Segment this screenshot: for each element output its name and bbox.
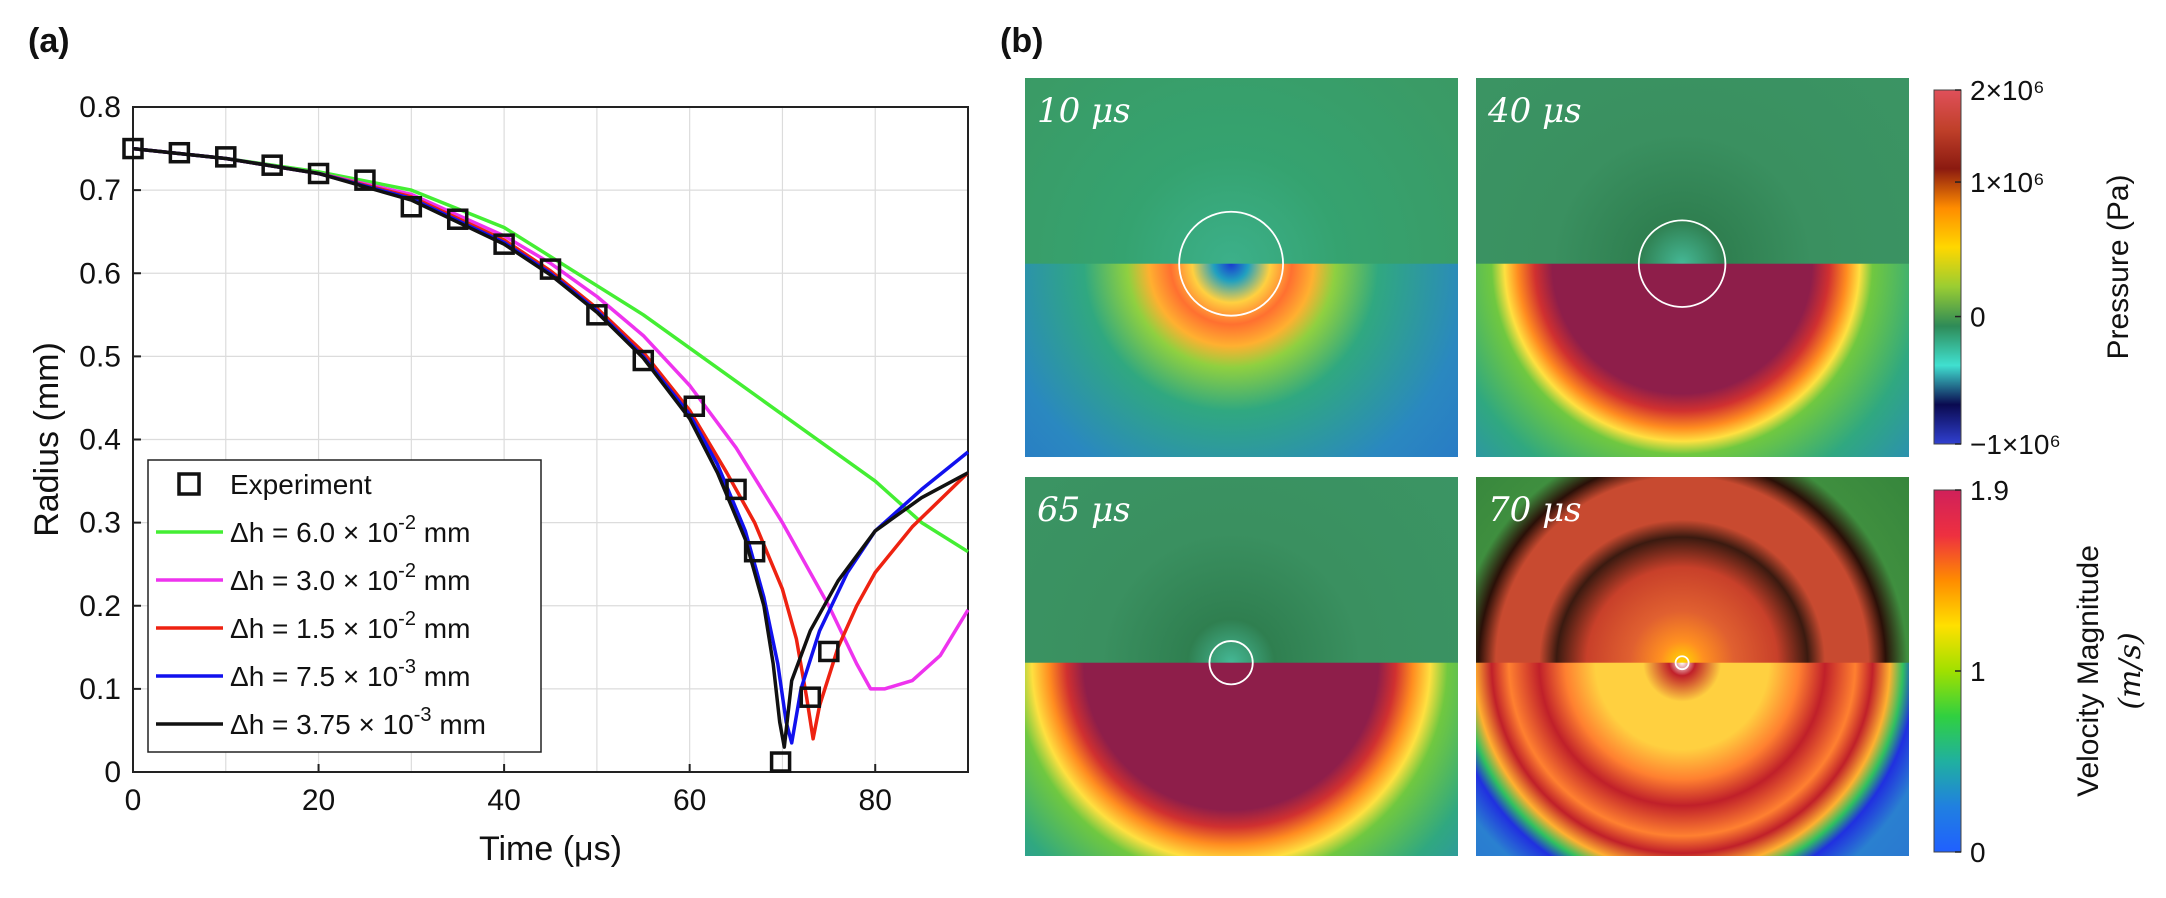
colorbar-tick-label: 0 [1970,837,1986,868]
experiment-point [493,233,515,255]
experiment-point [632,349,655,372]
y-tick-label: 0.8 [79,91,121,124]
legend-swatch [177,472,201,496]
velocity-colorbar-unit: (m/s) [2113,632,2148,709]
bubble-outline [1637,219,1727,308]
experiment-point [799,686,822,708]
time-label: 10 μs [1037,91,1131,131]
radius-time-chart: 0 20 40 60 80 0 0.1 0.2 0.3 0.4 0.5 0.6 0.7 0.8 Time … [28,91,970,868]
x-tick-label: 0 [125,784,142,817]
pressure-colorbar-label: Pressure (Pa) [2102,174,2135,359]
y-tick-label: 0 [104,756,121,789]
colorbar-tick-label: 0 [1970,302,1986,333]
y-tick-label: 0.3 [79,507,121,540]
axis-ticks: 0 20 40 60 80 0 0.1 0.2 0.3 0.4 0.5 0.6 0.7 0.8 [79,91,892,817]
series-line-5 [132,146,969,749]
panel-label-a: (a) [28,22,70,60]
experiment-point [725,478,747,501]
experiment-point [168,141,191,164]
pressure-colorbar: 2×10⁶ 1×10⁶ 0 −1×10⁶ [1933,75,2061,460]
field-frames: 10 μs 40 μs 65 μs 70 μs [1025,78,1909,856]
y-tick-label: 0.5 [79,340,121,373]
velocity-colorbar: 1.9 1 0 [1933,475,2009,868]
bubble-outline [1178,210,1284,317]
legend-label: Δh = 1.5 × 10-2 mm [230,608,470,644]
x-tick-label: 80 [859,784,892,817]
legend-box [147,459,542,753]
y-tick-label: 0.6 [79,257,121,290]
field-frame-4: 70 μs [1476,477,1909,856]
colorbar-tick-label: −1×10⁶ [1970,429,2061,460]
series-line-1 [132,146,969,554]
series-group [132,146,970,749]
experiment-point [307,162,330,185]
experiment-point [818,640,840,663]
experiment-point [122,137,144,160]
bubble-outline [1208,640,1254,686]
colorbar-tick-label: 2×10⁶ [1970,75,2045,106]
legend-label: Experiment [230,469,372,500]
legend: Experiment Δh = 6.0 × 10-2 mm Δh = 3.0 × 1… [147,459,542,753]
y-tick-label: 0.4 [79,424,121,457]
experiment-point [586,304,608,326]
time-label: 40 μs [1487,91,1582,131]
time-label: 65 μs [1037,490,1131,530]
colorbar-tick-label: 1 [1970,656,1986,687]
colorbar-gradient [1933,489,1962,853]
experiment-markers [122,137,840,773]
x-tick-label: 20 [302,784,335,817]
legend-label: Δh = 3.0 × 10-2 mm [230,560,470,596]
field-frame-2: 40 μs [1476,78,1909,457]
x-axis-label: Time (μs) [479,830,622,868]
series-line-2 [132,146,970,691]
experiment-point [683,395,706,417]
legend-label: Δh = 3.75 × 10-3 mm [230,704,486,740]
y-axis-label: Radius (mm) [28,342,66,537]
x-tick-label: 60 [673,784,706,817]
velocity-colorbar-label: Velocity Magnitude [2072,545,2105,797]
field-frame-3: 65 μs [1025,477,1458,856]
experiment-point [743,540,766,563]
experiment-point [354,169,376,191]
field-frame-1: 10 μs [1025,78,1458,457]
legend-label: Δh = 7.5 × 10-3 mm [230,656,470,692]
bubble-outline [1674,655,1690,671]
y-tick-label: 0.1 [79,673,121,706]
colorbar-gradient [1933,89,1962,445]
colorbars: 2×10⁶ 1×10⁶ 0 −1×10⁶ 1.9 1 0 Pressure (Pa) Veloc… [1933,75,2148,868]
time-label: 70 μs [1488,490,1582,530]
experiment-point [539,258,562,280]
legend-label: Δh = 6.0 × 10-2 mm [230,512,470,548]
experiment-point [261,154,283,176]
colorbar-tick-label: 1×10⁶ [1970,167,2045,198]
panel-label-b: (b) [1000,22,1044,60]
experiment-point [769,751,792,773]
experiment-point [446,208,469,230]
x-tick-label: 40 [487,784,520,817]
y-tick-label: 0.2 [79,590,121,623]
experiment-point [400,196,423,218]
y-tick-label: 0.7 [79,174,121,207]
colorbar-tick-label: 1.9 [1970,475,2009,506]
experiment-point [215,146,237,168]
